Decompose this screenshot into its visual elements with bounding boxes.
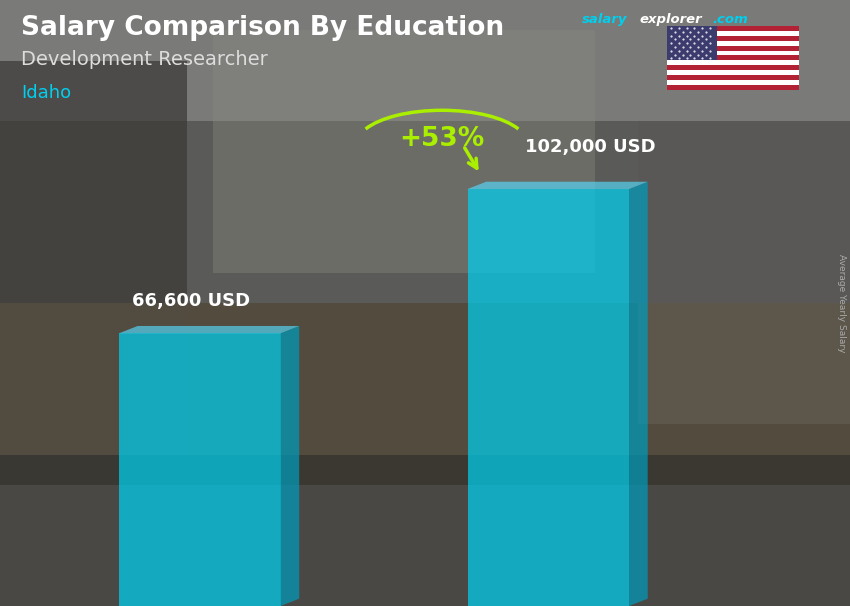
- Text: Average Yearly Salary: Average Yearly Salary: [837, 254, 846, 352]
- Text: 66,600 USD: 66,600 USD: [133, 292, 250, 310]
- Bar: [0, 61, 187, 485]
- Text: .com: .com: [712, 13, 748, 26]
- Polygon shape: [468, 182, 648, 189]
- Text: salary: salary: [582, 13, 628, 26]
- Bar: [0, 121, 850, 303]
- Polygon shape: [119, 333, 280, 606]
- Bar: [0, 485, 850, 606]
- Bar: [667, 26, 799, 90]
- Bar: [0, 303, 850, 454]
- Bar: [667, 36, 799, 41]
- Text: 102,000 USD: 102,000 USD: [525, 138, 656, 156]
- Polygon shape: [468, 189, 629, 606]
- Bar: [212, 30, 595, 273]
- Text: Salary Comparison By Education: Salary Comparison By Education: [21, 15, 504, 41]
- Bar: [667, 85, 799, 90]
- Bar: [667, 26, 717, 61]
- Polygon shape: [119, 326, 299, 333]
- Polygon shape: [280, 326, 299, 606]
- Text: Idaho: Idaho: [21, 84, 71, 102]
- Text: explorer: explorer: [639, 13, 702, 26]
- Bar: [667, 45, 799, 50]
- Text: +53%: +53%: [400, 126, 484, 152]
- Bar: [667, 55, 799, 61]
- Polygon shape: [629, 182, 648, 606]
- Bar: [667, 75, 799, 80]
- Bar: [667, 26, 799, 31]
- Text: Development Researcher: Development Researcher: [21, 50, 268, 68]
- Bar: [667, 65, 799, 70]
- Bar: [0, 0, 850, 121]
- Bar: [638, 121, 850, 424]
- Bar: [0, 303, 850, 485]
